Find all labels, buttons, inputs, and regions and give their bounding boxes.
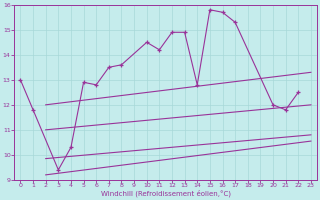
- X-axis label: Windchill (Refroidissement éolien,°C): Windchill (Refroidissement éolien,°C): [101, 190, 231, 197]
